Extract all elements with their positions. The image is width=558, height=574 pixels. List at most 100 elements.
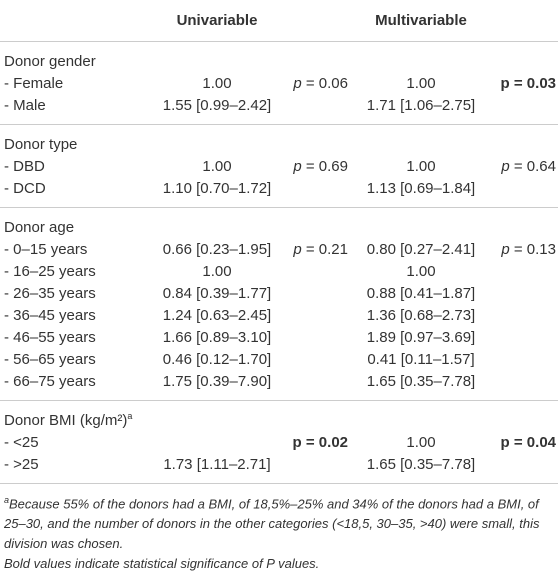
p-value-cell: p = 0.69 <box>284 155 350 177</box>
p-value: p = 0.03 <box>500 74 556 92</box>
group-title-row: Donor type <box>0 125 558 156</box>
data-row: - 66–75 years 1.75 [0.39–7.90] 1.65 [0.35–… <box>0 370 558 401</box>
p-value: p = 0.21 <box>293 240 348 258</box>
data-row: - DCD 1.10 [0.70–1.72] 1.13 [0.69–1.84] <box>0 177 558 208</box>
p-value-cell <box>284 370 350 401</box>
header-cell: Univariable <box>150 0 284 42</box>
footnote-text: Bold values indicate statistical signifi… <box>4 556 320 572</box>
p-value-cell: p = 0.21 <box>284 238 350 260</box>
estimate-cell: 1.00 <box>202 74 232 92</box>
group-title-row: Donor BMI (kg/m²)a <box>0 401 558 432</box>
row-label: - 66–75 years <box>4 372 96 390</box>
p-value: p = 0.13 <box>501 240 556 258</box>
row-label: - Male <box>4 96 46 114</box>
group-title: Donor type <box>4 135 78 153</box>
p-value-cell <box>284 177 350 208</box>
p-value: p = 0.04 <box>500 433 556 451</box>
estimate-cell: 1.00 <box>406 262 436 280</box>
row-label: - DBD <box>4 157 45 175</box>
footnote: Bold values indicate statistical signifi… <box>4 554 554 574</box>
row-label: - 0–15 years <box>4 240 88 258</box>
footnote-mark: a <box>127 411 133 421</box>
footnote: aBecause 55% of the donors had a BMI, of… <box>4 490 554 554</box>
estimate-cell: 1.00 <box>406 433 436 451</box>
header-cell <box>284 0 350 42</box>
estimate-cell: 1.10 [0.70–1.72] <box>162 179 272 197</box>
estimate-cell: 1.75 [0.39–7.90] <box>162 372 272 390</box>
row-label: - 46–55 years <box>4 328 96 346</box>
estimate-cell <box>150 431 284 453</box>
row-label: - Female <box>4 74 64 92</box>
p-value-cell: p = 0.06 <box>284 72 350 94</box>
data-row: - 16–25 years 1.00 1.00 <box>0 260 558 282</box>
row-group: Donor type - DBD 1.00 p = 0.69 1.00 p = 0.64-… <box>0 125 558 208</box>
estimate-cell: 1.73 [1.11–2.71] <box>163 455 271 473</box>
estimate-cell: 0.46 [0.12–1.70] <box>162 350 272 368</box>
estimate-cell: 1.65 [0.35–7.78] <box>366 455 476 473</box>
estimate-cell: 1.66 [0.89–3.10] <box>162 328 272 346</box>
row-label: - 36–45 years <box>4 306 96 324</box>
estimate-cell: 0.84 [0.39–1.77] <box>162 284 272 302</box>
table-header: Univariable Multivariable <box>0 0 558 42</box>
results-table: Univariable Multivariable Donor gender - … <box>0 0 558 484</box>
p-value-cell: p = 0.13 <box>492 238 558 260</box>
p-value-cell <box>492 282 558 304</box>
data-row: - Male 1.55 [0.99–2.42] 1.71 [1.06–2.75] <box>0 94 558 125</box>
estimate-cell: 0.80 [0.27–2.41] <box>366 240 476 258</box>
p-value-cell <box>492 94 558 125</box>
p-value-cell <box>284 94 350 125</box>
data-row: - 0–15 years 0.66 [0.23–1.95] p = 0.21 0.80… <box>0 238 558 260</box>
estimate-cell: 1.00 <box>202 262 232 280</box>
estimate-cell: 0.88 [0.41–1.87] <box>366 284 476 302</box>
p-value-cell <box>492 370 558 401</box>
group-title-cell: Donor BMI (kg/m²)a <box>0 401 558 432</box>
p-value-cell <box>284 453 350 484</box>
p-value-cell <box>492 177 558 208</box>
row-group: Donor age - 0–15 years 0.66 [0.23–1.95] p =… <box>0 208 558 401</box>
p-value-cell: p = 0.04 <box>492 431 558 453</box>
p-value-cell <box>284 348 350 370</box>
row-label: - <25 <box>4 433 39 451</box>
estimate-cell: 1.36 [0.68–2.73] <box>366 306 476 324</box>
p-value-cell <box>492 304 558 326</box>
footnote-text: Because 55% of the donors had a BMI, of … <box>4 496 540 552</box>
p-value-cell <box>284 326 350 348</box>
p-value-cell: p = 0.03 <box>492 72 558 94</box>
estimate-cell: 1.00 <box>202 157 232 175</box>
header-row: Univariable Multivariable <box>0 0 558 42</box>
row-group: Donor gender - Female 1.00 p = 0.06 1.00 p = … <box>0 42 558 125</box>
group-title-row: Donor age <box>0 208 558 239</box>
group-title-cell: Donor type <box>0 125 558 156</box>
estimate-cell: 1.55 [0.99–2.42] <box>162 96 272 114</box>
data-row: - 26–35 years 0.84 [0.39–1.77] 0.88 [0.41–… <box>0 282 558 304</box>
footnotes: aBecause 55% of the donors had a BMI, of… <box>0 484 558 574</box>
group-title-row: Donor gender <box>0 42 558 73</box>
data-row: - 36–45 years 1.24 [0.63–2.45] 1.36 [0.68–… <box>0 304 558 326</box>
header-cell <box>492 0 558 42</box>
row-label: - 16–25 years <box>4 262 96 280</box>
estimate-cell: 1.13 [0.69–1.84] <box>366 179 476 197</box>
header-cell <box>0 0 150 42</box>
footnote-mark: a <box>4 495 10 505</box>
header-cell: Multivariable <box>350 0 492 42</box>
p-value-cell <box>284 304 350 326</box>
estimate-cell: 1.89 [0.97–3.69] <box>366 328 476 346</box>
row-label: - 26–35 years <box>4 284 96 302</box>
estimate-cell: 1.00 <box>406 157 436 175</box>
p-value-cell: p = 0.02 <box>284 431 350 453</box>
data-row: - >25 1.73 [1.11–2.71] 1.65 [0.35–7.78] <box>0 453 558 484</box>
p-value: p = 0.02 <box>292 433 348 451</box>
group-title-cell: Donor age <box>0 208 558 239</box>
row-label: - DCD <box>4 179 46 197</box>
group-title-cell: Donor gender <box>0 42 558 73</box>
p-value-cell <box>284 260 350 282</box>
p-value-cell <box>492 326 558 348</box>
estimate-cell: 1.65 [0.35–7.78] <box>366 372 476 390</box>
row-label: - >25 <box>4 455 39 473</box>
p-value-cell <box>284 282 350 304</box>
estimate-cell: 1.24 [0.63–2.45] <box>162 306 272 324</box>
p-value-cell <box>492 260 558 282</box>
data-row: - <25 p = 0.02 1.00 p = 0.04 <box>0 431 558 453</box>
data-row: - Female 1.00 p = 0.06 1.00 p = 0.03 <box>0 72 558 94</box>
